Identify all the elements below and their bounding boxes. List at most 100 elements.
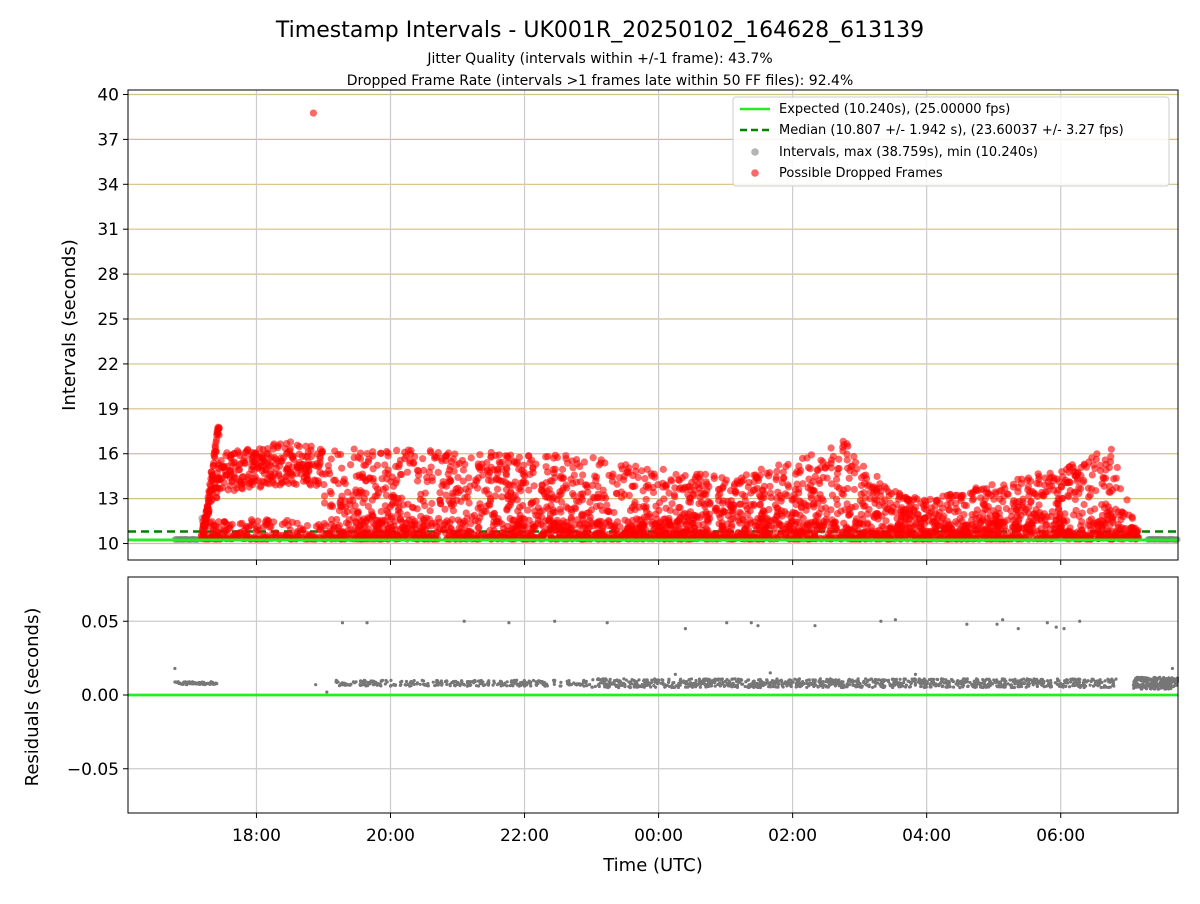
residual-point: [496, 683, 499, 686]
residual-point: [422, 679, 425, 682]
dropped-frame-point: [550, 470, 557, 477]
dropped-frame-point: [374, 486, 381, 493]
dropped-frame-point: [423, 514, 430, 521]
dropped-frame-point: [676, 514, 683, 521]
top-ytick-label: 40: [97, 85, 119, 105]
dropped-frame-point: [819, 522, 826, 529]
residual-point: [996, 685, 999, 688]
dropped-frame-point: [235, 449, 242, 456]
residual-point: [744, 685, 747, 688]
residual-point: [506, 680, 509, 683]
residual-point: [699, 686, 702, 689]
residual-point: [553, 679, 556, 682]
dropped-frame-point: [463, 528, 470, 535]
dropped-frame-point: [864, 521, 871, 528]
dropped-frame-point: [639, 530, 646, 537]
residual-point: [747, 686, 750, 689]
dropped-frame-point: [261, 479, 268, 486]
dropped-frame-point: [445, 470, 452, 477]
dropped-frame-point: [349, 507, 356, 514]
dropped-frame-point: [686, 495, 693, 502]
dropped-frame-point: [376, 522, 383, 529]
residual-point: [895, 678, 898, 681]
residual-point: [710, 684, 713, 687]
residual-point: [1100, 686, 1103, 689]
dropped-frame-point: [1027, 514, 1034, 521]
legend-median-label: Median (10.807 +/- 1.942 s), (23.60037 +…: [779, 123, 1124, 138]
residual-point: [903, 678, 906, 681]
residual-point: [445, 679, 448, 682]
dropped-frame-point: [1007, 507, 1014, 514]
residual-point: [492, 680, 495, 683]
dropped-frame-point: [961, 522, 968, 529]
dropped-frame-point: [253, 452, 260, 459]
dropped-frame-point: [643, 496, 650, 503]
dropped-frame-point: [293, 481, 300, 488]
dropped-frame-point: [378, 508, 385, 515]
dropped-frame-point: [573, 497, 580, 504]
dropped-frame-point: [388, 501, 395, 508]
dropped-frame-point: [626, 492, 633, 499]
residual-point: [650, 681, 653, 684]
dropped-frame-point: [1110, 513, 1117, 520]
dropped-frame-point: [222, 452, 229, 459]
dropped-frame-point: [542, 463, 549, 470]
residual-point: [682, 679, 685, 682]
dropped-frame-point: [557, 474, 564, 481]
dropped-frame-point: [267, 468, 274, 475]
dropped-frame-point: [1021, 508, 1028, 515]
dropped-frame-point: [1109, 487, 1116, 494]
dropped-frame-point: [760, 494, 767, 501]
dropped-frame-point: [240, 457, 247, 464]
dropped-frame-point: [628, 523, 635, 530]
residual-point: [448, 683, 451, 686]
dropped-frame-point: [598, 456, 605, 463]
dropped-frame-point: [409, 504, 416, 511]
dropped-frame-point: [356, 474, 363, 481]
residual-point: [1073, 684, 1076, 687]
dropped-frame-point: [393, 447, 400, 454]
dropped-frame-point: [302, 469, 309, 476]
dropped-frame-point: [254, 524, 261, 531]
dropped-frame-point: [982, 496, 989, 503]
dropped-frame-point: [435, 469, 442, 476]
dropped-frame-point: [355, 493, 362, 500]
dropped-frame-point: [1044, 531, 1051, 538]
dropped-frame-point: [667, 507, 674, 514]
dropped-frame-point: [244, 446, 251, 453]
dropped-frame-point: [773, 495, 780, 502]
dropped-frame-point: [544, 453, 551, 460]
residual-point: [520, 681, 523, 684]
residual-point: [1085, 680, 1088, 683]
dropped-frame-point: [1015, 484, 1022, 491]
dropped-frame-point: [741, 526, 748, 533]
dropped-frame-point: [471, 481, 478, 488]
residual-point: [677, 682, 680, 685]
dropped-frame-point: [338, 465, 345, 472]
residual-point: [733, 684, 736, 687]
dropped-frame-point: [328, 455, 335, 462]
residual-point: [344, 683, 347, 686]
legend-dropped-label: Possible Dropped Frames: [779, 166, 943, 181]
dropped-frame-point: [252, 473, 259, 480]
dropped-frame-point: [913, 495, 920, 502]
top-ytick-label: 25: [97, 310, 119, 330]
top-ytick-label: 31: [97, 220, 119, 240]
dropped-frame-point: [660, 495, 667, 502]
dropped-frame-point: [460, 466, 467, 473]
dropped-frame-point: [640, 520, 647, 527]
dropped-frame-point: [832, 518, 839, 525]
residual-point: [482, 684, 485, 687]
dropped-frame-point: [990, 496, 997, 503]
dropped-frame-point: [704, 517, 711, 524]
dropped-frame-point: [330, 477, 337, 484]
dropped-frame-point: [1123, 496, 1130, 503]
dropped-frame-point: [901, 494, 908, 501]
dropped-frame-point: [609, 531, 616, 538]
residual-point: [855, 685, 858, 688]
residual-point: [1106, 678, 1109, 681]
dropped-frame-point: [776, 521, 783, 528]
dropped-frame-point: [1010, 497, 1017, 504]
residual-point: [415, 682, 418, 685]
